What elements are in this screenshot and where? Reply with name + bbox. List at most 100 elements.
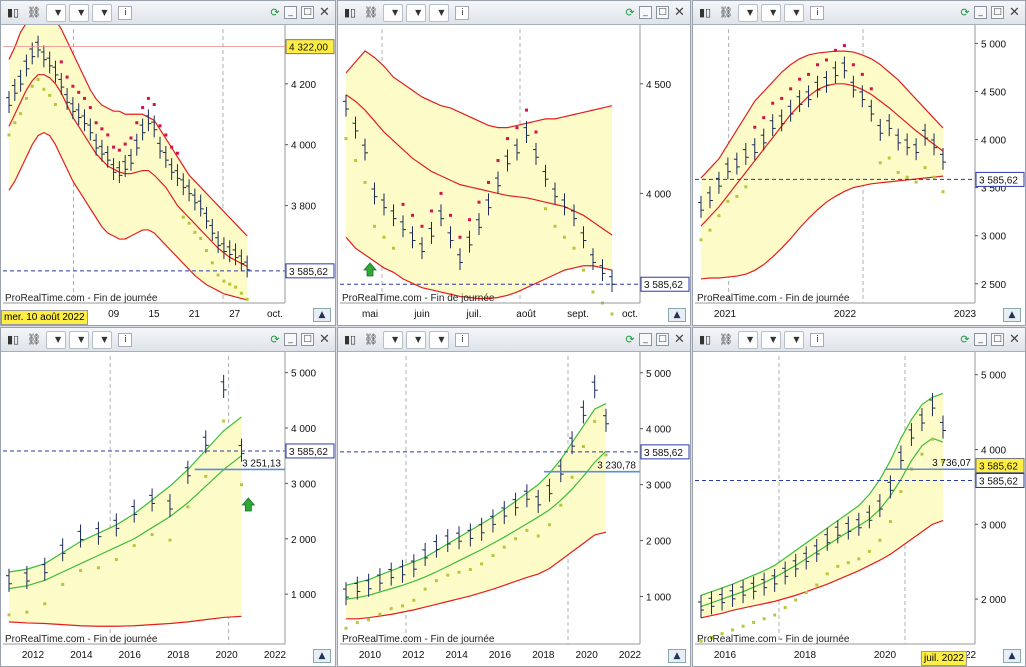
refresh-icon[interactable]: ⟳ (625, 6, 635, 19)
price-bar (571, 204, 577, 227)
minimize-button[interactable]: _ (974, 333, 987, 346)
chart-panel-p6[interactable]: ▮▯ ⛓ ▼ ▼ ▼ i ⟳ _ □ ✕ 3 736,07 5 000 4 000 3 000 2 000 3… (692, 327, 1026, 667)
candlestick-icon[interactable]: ▮▯ (698, 333, 712, 346)
units-select[interactable]: ▼ (429, 3, 450, 22)
symbol-select[interactable]: ▼ (738, 330, 759, 349)
maximize-button[interactable]: □ (301, 333, 314, 346)
y-tick-label: 4 000 (646, 425, 671, 436)
info-icon[interactable]: i (455, 5, 470, 20)
info-icon[interactable]: i (118, 332, 133, 347)
scroll-to-end-button[interactable]: ▲ (668, 308, 686, 322)
chart-plot[interactable]: 3 251,13 5 000 4 000 3 000 2 000 1 000 3 585,6… (1, 352, 336, 667)
candlestick-icon[interactable]: ▮▯ (343, 333, 357, 346)
close-icon[interactable]: ✕ (674, 5, 685, 20)
symbol-select[interactable]: ▼ (383, 330, 404, 349)
refresh-icon[interactable]: ⟳ (625, 333, 635, 346)
chart-panel-p2[interactable]: ▮▯ ⛓ ▼ ▼ ▼ i ⟳ _ □ ✕ 4 500 4 000 3 585,62 ProRealTime… (337, 0, 691, 326)
period-select[interactable]: ▼ (406, 330, 427, 349)
refresh-icon[interactable]: ⟳ (960, 333, 970, 346)
scroll-to-end-button[interactable]: ▲ (1003, 308, 1021, 322)
chart-panel-p5[interactable]: ▮▯ ⛓ ▼ ▼ ▼ i ⟳ _ □ ✕ 3 230,78 5 000 4 000 3 000 2 000 1… (337, 327, 691, 667)
close-icon[interactable]: ✕ (1009, 5, 1020, 20)
sar-dot (824, 58, 828, 62)
level-tag: 3 585,62 (975, 473, 1025, 489)
chart-plot[interactable]: 3 230,78 5 000 4 000 3 000 2 000 1 000 3 585,6… (338, 352, 691, 667)
candlestick-icon[interactable]: ▮▯ (6, 6, 20, 19)
maximize-button[interactable]: □ (656, 6, 669, 19)
sar-dot (744, 185, 748, 189)
refresh-icon[interactable]: ⟳ (960, 6, 970, 19)
chart-plot[interactable]: 3 736,07 5 000 4 000 3 000 2 000 3 585,62 3 58… (693, 352, 1026, 667)
units-select[interactable]: ▼ (784, 3, 805, 22)
y-tick-label: 4 500 (981, 87, 1006, 98)
refresh-icon[interactable]: ⟳ (270, 333, 280, 346)
close-icon[interactable]: ✕ (1009, 332, 1020, 347)
period-select[interactable]: ▼ (761, 330, 782, 349)
minimize-button[interactable]: _ (284, 6, 297, 19)
symbol-select[interactable]: ▼ (738, 3, 759, 22)
link-icon[interactable]: ⛓ (364, 333, 378, 346)
maximize-button[interactable]: □ (991, 6, 1004, 19)
info-icon[interactable]: i (810, 332, 825, 347)
y-tick-label: 5 000 (291, 369, 316, 380)
price-bar (127, 148, 134, 171)
units-select[interactable]: ▼ (92, 3, 113, 22)
info-icon[interactable]: i (455, 332, 470, 347)
symbol-select[interactable]: ▼ (46, 330, 67, 349)
info-icon[interactable]: i (810, 5, 825, 20)
chart-panel-p4[interactable]: ▮▯ ⛓ ▼ ▼ ▼ i ⟳ _ □ ✕ 3 251,13 5 000 4 000 3 000 2 000 1… (0, 327, 336, 667)
svg-text:3 585,62: 3 585,62 (979, 175, 1018, 186)
maximize-button[interactable]: □ (991, 333, 1004, 346)
link-icon[interactable]: ⛓ (719, 333, 733, 346)
symbol-select[interactable]: ▼ (46, 3, 67, 22)
candlestick-icon[interactable]: ▮▯ (343, 6, 357, 19)
minimize-button[interactable]: _ (639, 333, 652, 346)
scroll-to-end-button[interactable]: ▲ (668, 649, 686, 663)
units-select[interactable]: ▼ (429, 330, 450, 349)
link-icon[interactable]: ⛓ (364, 6, 378, 19)
period-select[interactable]: ▼ (69, 330, 90, 349)
chart-panel-p1[interactable]: ▮▯ ⛓ ▼ ▼ ▼ i ⟳ _ □ ✕ 4 200 4 000 3 800 3 585,62 4 322,… (0, 0, 336, 326)
chart-panel-p3[interactable]: ▮▯ ⛓ ▼ ▼ ▼ i ⟳ _ □ ✕ 5 000 4 500 4 000 3 500 3 000 2 50… (692, 0, 1026, 326)
units-select[interactable]: ▼ (92, 330, 113, 349)
link-icon[interactable]: ⛓ (27, 6, 41, 19)
candlestick-icon[interactable]: ▮▯ (698, 6, 712, 19)
minimize-button[interactable]: _ (284, 333, 297, 346)
close-icon[interactable]: ✕ (674, 332, 685, 347)
price-bar (168, 158, 175, 181)
chart-plot[interactable]: 5 000 4 500 4 000 3 500 3 000 2 500 3 585,62 Pr… (693, 25, 1026, 326)
y-tick-label: 3 000 (981, 520, 1006, 531)
x-tick-label: 2016 (714, 650, 737, 661)
link-icon[interactable]: ⛓ (719, 6, 733, 19)
price-bar (98, 139, 105, 162)
info-icon[interactable]: i (118, 5, 133, 20)
minimize-button[interactable]: _ (639, 6, 652, 19)
period-select[interactable]: ▼ (761, 3, 782, 22)
sar-dot (401, 202, 405, 206)
sar-dot (42, 87, 46, 91)
close-icon[interactable]: ✕ (319, 5, 330, 20)
candlestick-icon[interactable]: ▮▯ (6, 333, 20, 346)
period-select[interactable]: ▼ (69, 3, 90, 22)
refresh-icon[interactable]: ⟳ (270, 6, 280, 19)
bollinger-band-fill (9, 416, 242, 627)
period-select[interactable]: ▼ (406, 3, 427, 22)
maximize-button[interactable]: □ (656, 333, 669, 346)
price-bar (787, 99, 794, 122)
link-icon[interactable]: ⛓ (27, 333, 41, 346)
cursor-date-tag: mer. 10 août 2022 (1, 310, 88, 325)
sar-dot (373, 224, 376, 228)
maximize-button[interactable]: □ (301, 6, 314, 19)
chart-plot[interactable]: 4 500 4 000 3 585,62 ProRealTime.com - Fin … (338, 25, 691, 326)
close-icon[interactable]: ✕ (319, 332, 330, 347)
price-bar (354, 576, 361, 600)
units-select[interactable]: ▼ (784, 330, 805, 349)
bollinger-band-fill (346, 50, 612, 299)
sar-dot (762, 617, 766, 621)
scroll-to-end-button[interactable]: ▲ (1003, 649, 1021, 663)
minimize-button[interactable]: _ (974, 6, 987, 19)
symbol-select[interactable]: ▼ (383, 3, 404, 22)
chart-plot[interactable]: 4 200 4 000 3 800 3 585,62 4 322,00 ProRealTi… (1, 25, 336, 326)
scroll-to-end-button[interactable]: ▲ (313, 649, 331, 663)
scroll-to-end-button[interactable]: ▲ (313, 308, 331, 322)
